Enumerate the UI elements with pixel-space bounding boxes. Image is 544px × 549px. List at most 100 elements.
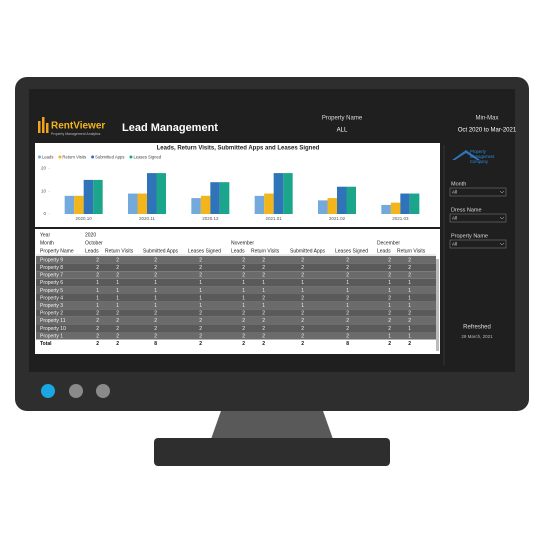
table-cell: 2 <box>96 257 99 263</box>
year-label: Year <box>40 232 50 238</box>
table-row <box>36 271 436 279</box>
table-cell: 8 <box>154 341 157 347</box>
dropdown[interactable] <box>449 187 507 197</box>
table-cell: 2 <box>154 318 157 324</box>
x-tick-label: 2020.12 <box>202 216 219 221</box>
table-cell: 2 <box>301 341 304 347</box>
table-cell: 1 <box>346 303 349 309</box>
table-cell: 2 <box>199 326 202 332</box>
bar <box>346 186 356 214</box>
scrollbar[interactable] <box>436 259 439 351</box>
month-header: October <box>85 240 103 246</box>
table-cell: 2 <box>301 311 304 317</box>
table-cell: 2 <box>262 273 265 279</box>
table-cell: 1 <box>408 288 411 294</box>
row-label: Property 11 <box>40 318 66 324</box>
table-cell: 8 <box>346 341 349 347</box>
dropdown[interactable] <box>449 239 507 249</box>
legend-label: Submitted Apps <box>95 154 124 159</box>
table-cell: 2 <box>388 273 391 279</box>
table-cell: 2 <box>301 295 304 301</box>
table-cell: 1 <box>242 295 245 301</box>
table-cell: 2 <box>388 326 391 332</box>
refreshed-label: Refreshed <box>463 325 491 331</box>
table-cell: 2 <box>388 311 391 317</box>
table-cell: 2 <box>154 311 157 317</box>
table-cell: 2 <box>242 273 245 279</box>
table-row <box>36 286 436 294</box>
table-cell: 2 <box>116 326 119 332</box>
table-cell: 1 <box>96 303 99 309</box>
table-cell: 1 <box>242 280 245 286</box>
column-header: Submitted Apps <box>290 248 326 254</box>
table-cell: 2 <box>408 257 411 263</box>
dropdown[interactable] <box>449 213 507 223</box>
bar <box>219 182 230 214</box>
bar <box>137 193 147 214</box>
table-cell: 2 <box>262 333 265 339</box>
page-title: Lead Management <box>122 122 218 134</box>
table-row <box>36 294 436 302</box>
table-cell: 1 <box>388 288 391 294</box>
x-tick-label: 2020.11 <box>139 216 155 221</box>
bar <box>337 186 347 214</box>
table-cell: 2 <box>388 341 391 347</box>
bar <box>283 173 293 214</box>
table-cell: 1 <box>154 295 157 301</box>
power-button[interactable] <box>41 384 55 398</box>
table-cell: 2 <box>346 295 349 301</box>
year-value: 2020 <box>85 232 96 238</box>
column-header: Return Visits <box>105 248 134 254</box>
table-cell: 1 <box>96 288 99 294</box>
row-label: Property 10 <box>40 326 66 332</box>
table-cell: 2 <box>199 311 202 317</box>
bar <box>93 179 103 214</box>
table-cell: 2 <box>154 257 157 263</box>
button[interactable] <box>69 384 83 398</box>
table-cell: 1 <box>96 295 99 301</box>
table-cell: 2 <box>346 273 349 279</box>
dropdown-arrow <box>499 242 505 246</box>
table-cell: 2 <box>346 318 349 324</box>
table-cell: 2 <box>199 257 202 263</box>
column-header: Submitted Apps <box>143 248 179 254</box>
chart-title: Leads, Return Visits, Submitted Apps and… <box>157 146 320 152</box>
table-cell: 2 <box>242 326 245 332</box>
filter-label: Property Name <box>451 233 488 239</box>
legend-label: Return Visits <box>62 154 86 159</box>
table-cell: 2 <box>154 333 157 339</box>
bar <box>156 173 166 214</box>
legend-label: Leases Signed <box>133 154 161 159</box>
button[interactable] <box>96 384 110 398</box>
table-cell: 2 <box>388 265 391 271</box>
y-tick-label: 0 <box>43 211 46 216</box>
company-logo-icon <box>452 150 480 160</box>
table-cell: 1 <box>388 280 391 286</box>
monitor-base <box>154 438 390 466</box>
bar <box>390 202 401 214</box>
bar <box>83 179 94 214</box>
table-cell: 1 <box>116 303 119 309</box>
bar <box>381 204 391 214</box>
table-cell: 2 <box>408 318 411 324</box>
table-cell: 1 <box>116 288 119 294</box>
month-header: November <box>231 240 254 246</box>
legend-swatch <box>129 155 133 159</box>
x-tick-label: 2021.02 <box>329 216 346 221</box>
table-cell: 2 <box>116 341 119 347</box>
table-row <box>36 316 436 325</box>
table-cell: 2 <box>262 257 265 263</box>
table-cell: 2 <box>242 318 245 324</box>
dropdown-value: All <box>452 241 457 246</box>
dropdown-value: All <box>452 189 457 194</box>
refreshed-date: 29 March, 2021 <box>461 334 493 339</box>
table-cell: 2 <box>116 333 119 339</box>
bar <box>147 173 157 214</box>
logo: RentViewer <box>51 121 105 132</box>
table-cell: 2 <box>116 318 119 324</box>
table-row <box>36 332 436 340</box>
table-cell: 2 <box>96 341 99 347</box>
table-cell: 2 <box>116 265 119 271</box>
table-cell: 2 <box>346 265 349 271</box>
